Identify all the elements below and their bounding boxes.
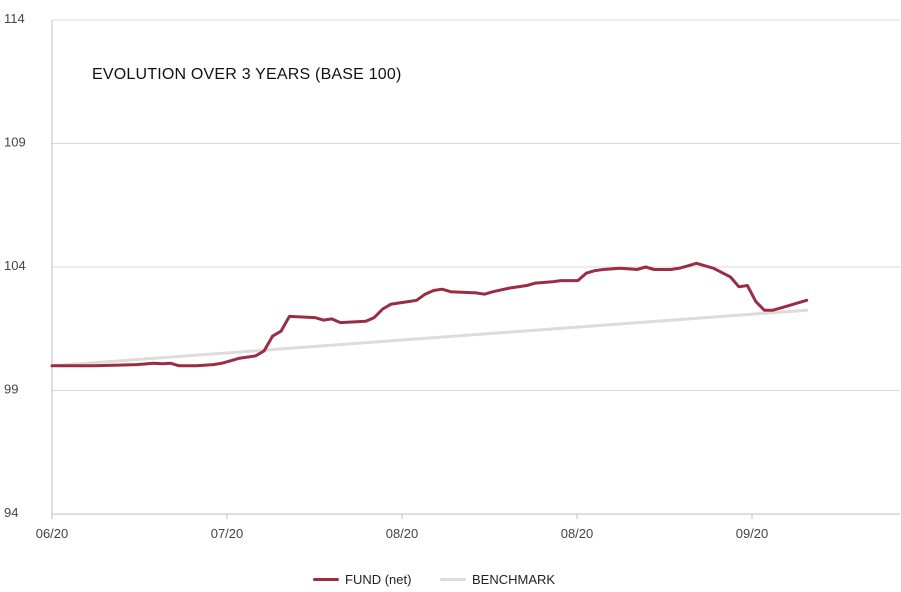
- y-tick-label: 94: [4, 505, 18, 520]
- series-line-fund: [50, 261, 809, 368]
- x-tick-label: 08/20: [561, 526, 594, 541]
- legend-label-benchmark: BENCHMARK: [472, 572, 556, 587]
- legend-item-fund: FUND (net): [313, 572, 411, 587]
- x-tick-label: 08/20: [386, 526, 419, 541]
- legend: FUND (net) BENCHMARK: [0, 572, 901, 592]
- x-tick-label: 06/20: [36, 526, 69, 541]
- x-tick-label: 09/20: [736, 526, 769, 541]
- y-tick-label: 99: [4, 382, 18, 397]
- x-tick-label: 07/20: [211, 526, 244, 541]
- legend-label-fund: FUND (net): [345, 572, 412, 587]
- chart-title: EVOLUTION OVER 3 YEARS (BASE 100): [92, 66, 402, 83]
- y-tick-label: 104: [4, 258, 26, 273]
- y-tick-label: 109: [4, 135, 26, 150]
- y-tick-label: 114: [4, 11, 25, 26]
- legend-item-benchmark: BENCHMARK: [440, 572, 555, 587]
- legend-swatch-benchmark: [440, 578, 466, 581]
- series-line-benchmark: [50, 308, 809, 368]
- legend-swatch-fund: [313, 578, 339, 581]
